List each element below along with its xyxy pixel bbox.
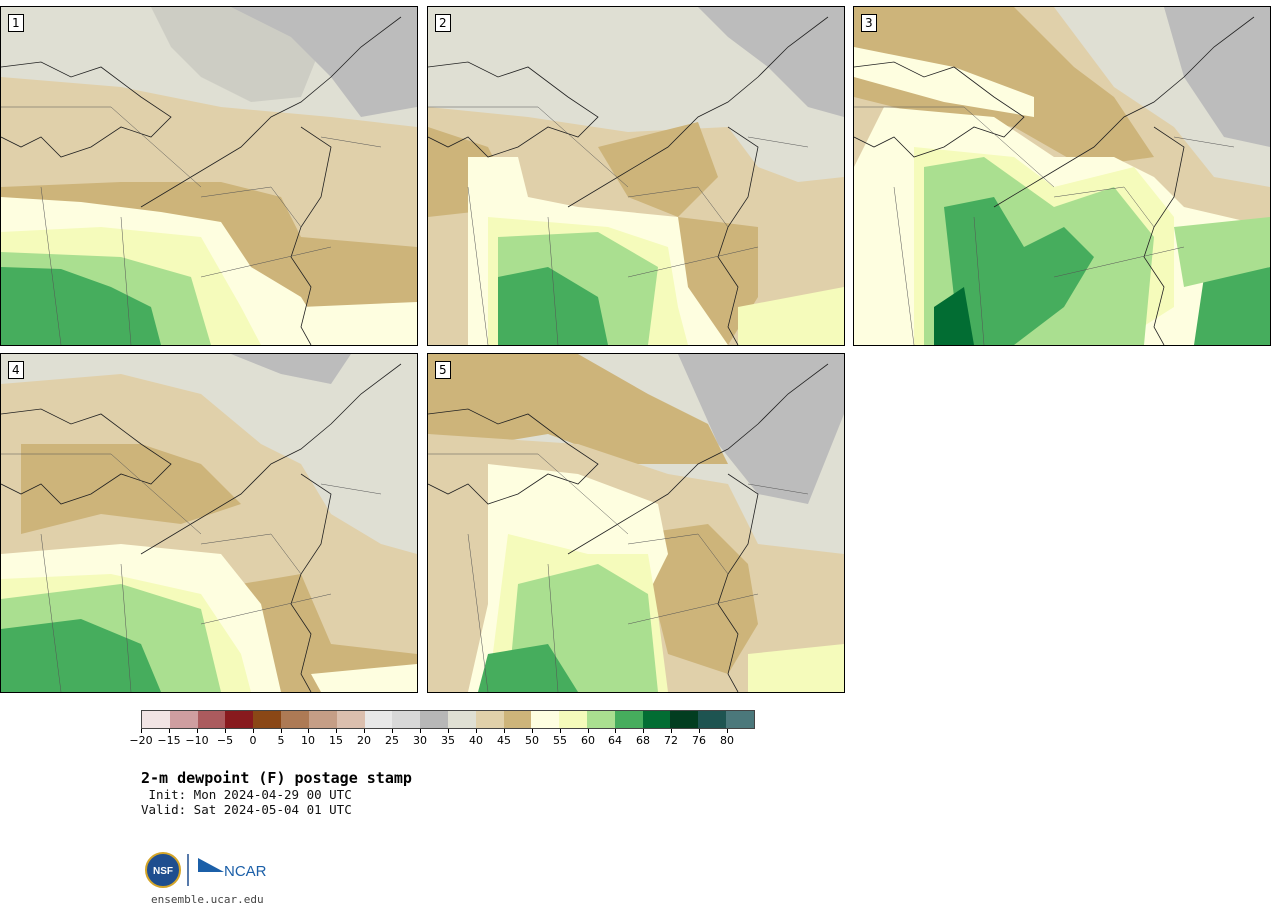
colorbar-swatch xyxy=(308,711,337,728)
ncar-logo-text: NCAR xyxy=(224,863,267,880)
colorbar-tick xyxy=(588,729,589,733)
colorbar-tick xyxy=(504,729,505,733)
colorbar-tick xyxy=(336,729,337,733)
member-panel-1: 1 xyxy=(0,6,418,346)
logos: NSF NCAR xyxy=(144,850,284,890)
colorbar-swatch xyxy=(253,711,282,728)
colorbar-tick xyxy=(671,729,672,733)
member-number-label: 4 xyxy=(8,361,24,379)
colorbar-tick xyxy=(364,729,365,733)
colorbar-tick-label: −15 xyxy=(157,734,181,747)
page-title: 2-m dewpoint (F) postage stamp xyxy=(141,769,412,787)
colorbar-tick xyxy=(615,729,616,733)
colorbar-tick-label: 55 xyxy=(553,734,567,747)
colorbar-tick-label: 25 xyxy=(385,734,399,747)
colorbar-swatch xyxy=(531,711,560,728)
colorbar-swatch xyxy=(281,711,309,728)
colorbar-swatch xyxy=(670,711,699,728)
member-number-label: 5 xyxy=(435,361,451,379)
colorbar-tick-label: 50 xyxy=(525,734,539,747)
colorbar-tick xyxy=(420,729,421,733)
colorbar-swatch xyxy=(614,711,643,728)
member-number-label: 1 xyxy=(8,14,24,32)
colorbar-tick-label: 10 xyxy=(301,734,315,747)
colorbar-tick xyxy=(532,729,533,733)
colorbar-swatch xyxy=(364,711,393,728)
colorbar-tick-label: 72 xyxy=(664,734,678,747)
colorbar-swatch xyxy=(698,711,727,728)
colorbar-tick xyxy=(476,729,477,733)
colorbar-tick-label: −5 xyxy=(216,734,234,747)
colorbar-tick xyxy=(560,729,561,733)
member-number-label: 2 xyxy=(435,14,451,32)
colorbar-tick-label: 60 xyxy=(581,734,595,747)
colorbar-swatch xyxy=(225,711,254,728)
dewpoint-map-3 xyxy=(854,7,1270,345)
colorbar-tick xyxy=(392,729,393,733)
colorbar-swatch xyxy=(336,711,365,728)
colorbar-tick-label: 40 xyxy=(469,734,483,747)
colorbar-tick-label: −20 xyxy=(129,734,153,747)
member-panel-5: 5 xyxy=(427,353,845,693)
colorbar-tick-label: 68 xyxy=(636,734,650,747)
colorbar-ticks: −20 −15 −10 −5 0 5 10 15 20 25 30 35 40 45 50 55 60 64 68 7… xyxy=(129,729,755,749)
colorbar-tick-label: 80 xyxy=(720,734,734,747)
colorbar-tick-label: 76 xyxy=(692,734,706,747)
colorbar-tick xyxy=(727,729,728,733)
colorbar-tick-label: 15 xyxy=(329,734,343,747)
colorbar-tick-label: 64 xyxy=(608,734,622,747)
nsf-ncar-logo: NSF NCAR xyxy=(145,852,267,888)
colorbar-tick xyxy=(448,729,449,733)
colorbar-tick xyxy=(643,729,644,733)
init-time: Init: Mon 2024-04-29 00 UTC xyxy=(141,787,352,802)
colorbar-tick xyxy=(699,729,700,733)
colorbar-swatch xyxy=(420,711,448,728)
colorbar-tick-label: 0 xyxy=(249,734,257,747)
colorbar-tick xyxy=(225,729,226,733)
colorbar-tick-label: 5 xyxy=(277,734,285,747)
site-url: ensemble.ucar.edu xyxy=(151,893,264,906)
dewpoint-map-4 xyxy=(1,354,417,692)
member-panel-4: 4 xyxy=(0,353,418,693)
member-panel-3: 3 xyxy=(853,6,1271,346)
colorbar-tick xyxy=(308,729,309,733)
colorbar-swatch xyxy=(559,711,587,728)
colorbar-tick xyxy=(141,729,142,733)
colorbar-tick-label: 30 xyxy=(413,734,427,747)
colorbar-tick-label: 20 xyxy=(357,734,371,747)
dewpoint-map-1 xyxy=(1,7,417,345)
colorbar-swatch xyxy=(503,711,532,728)
nsf-logo-text: NSF xyxy=(153,866,173,877)
colorbar-swatch xyxy=(587,711,615,728)
colorbar-swatch xyxy=(392,711,421,728)
colorbar-tick xyxy=(169,729,170,733)
colorbar-tick-label: −10 xyxy=(185,734,209,747)
colorbar-tick-label: 45 xyxy=(497,734,511,747)
colorbar-swatch xyxy=(447,711,476,728)
colorbar-tick-label: 35 xyxy=(441,734,455,747)
member-number-label: 3 xyxy=(861,14,877,32)
member-panel-2: 2 xyxy=(427,6,845,346)
colorbar-tick xyxy=(197,729,198,733)
colorbar-swatch xyxy=(726,711,754,728)
colorbar-swatch xyxy=(197,711,226,728)
colorbar-tick xyxy=(253,729,254,733)
colorbar-swatch xyxy=(142,711,170,728)
colorbar-swatch xyxy=(475,711,504,728)
colorbar-swatch xyxy=(642,711,671,728)
dewpoint-colorbar xyxy=(141,710,755,729)
colorbar-swatch xyxy=(169,711,198,728)
valid-time: Valid: Sat 2024-05-04 01 UTC xyxy=(141,802,352,817)
dewpoint-map-5 xyxy=(428,354,844,692)
dewpoint-map-2 xyxy=(428,7,844,345)
colorbar-tick xyxy=(281,729,282,733)
